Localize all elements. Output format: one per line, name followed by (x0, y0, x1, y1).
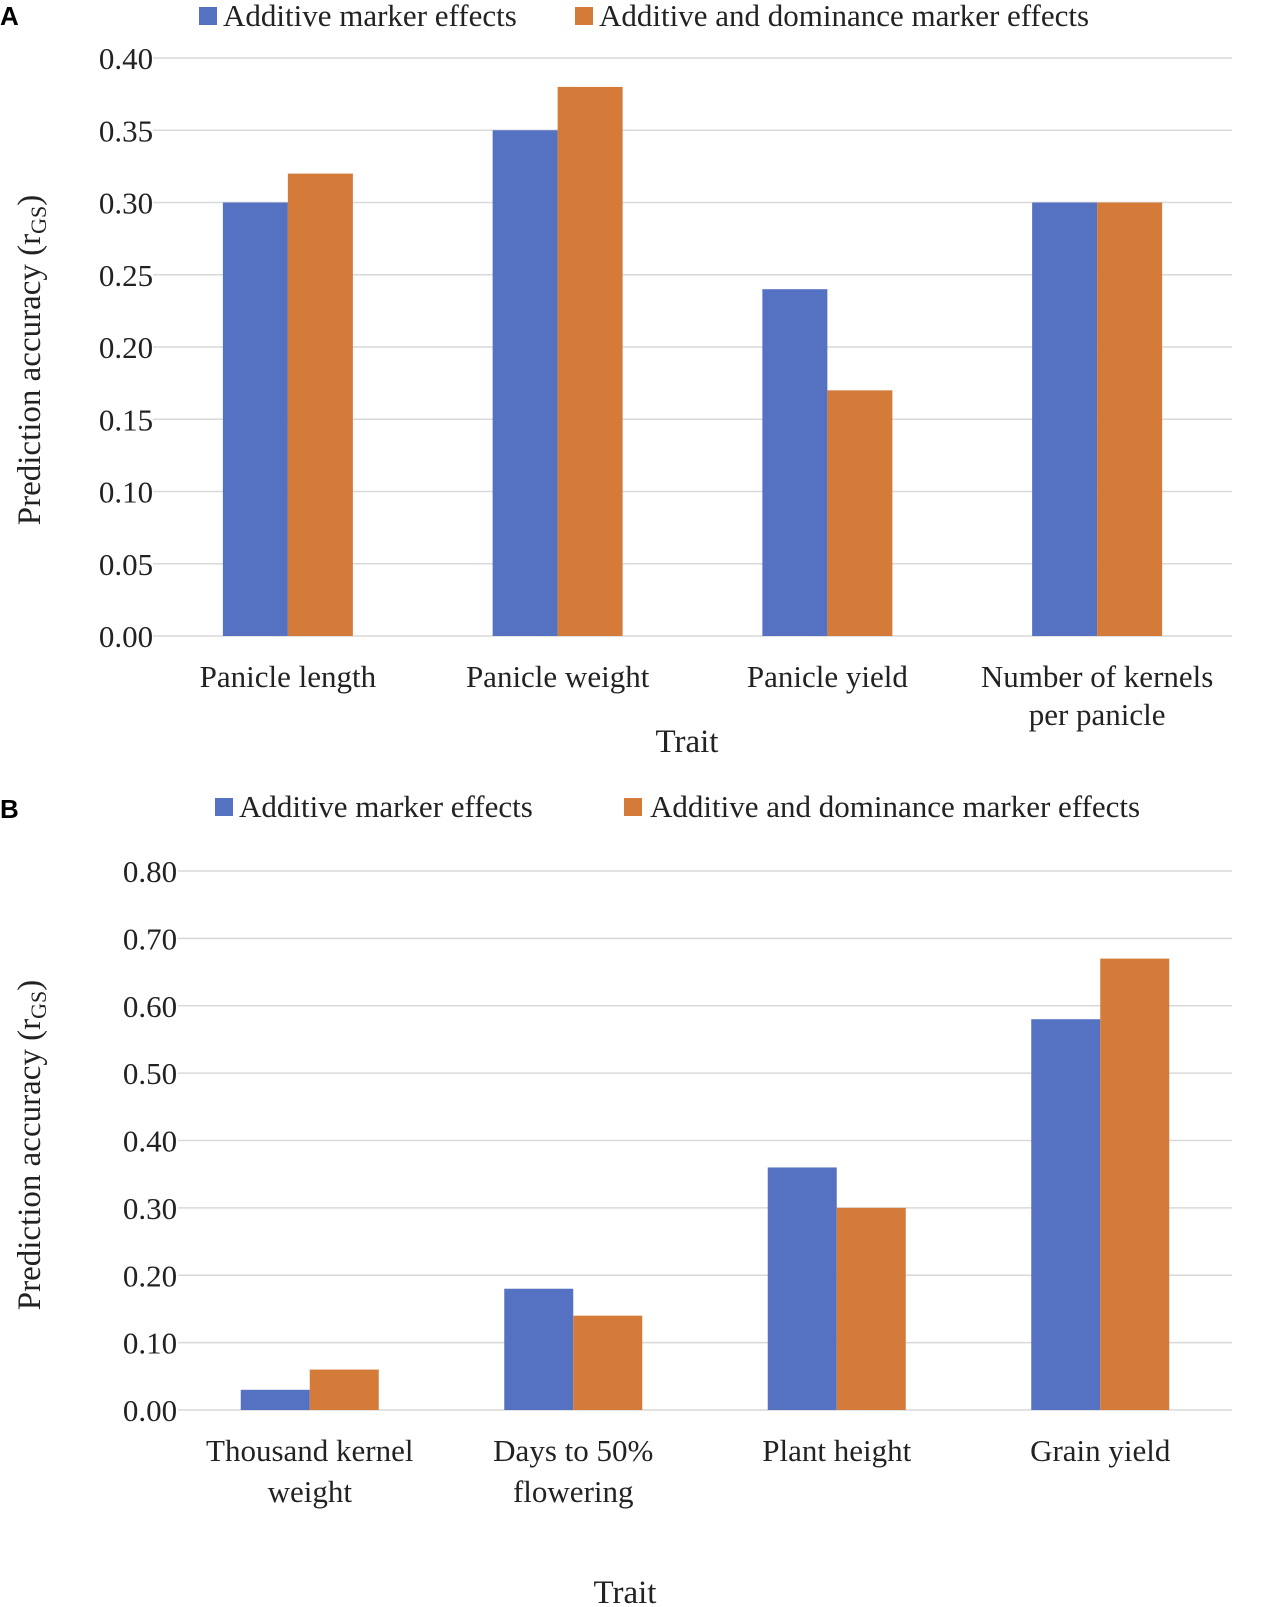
x-category-label: weight (268, 1474, 353, 1509)
y-tick-label: 0.05 (99, 547, 153, 582)
legend-label-additive: Additive marker effects (223, 0, 517, 33)
y-tick-label: 0.25 (99, 258, 153, 293)
legend-swatch-dominance (575, 7, 593, 25)
bar-dominance (836, 1207, 906, 1410)
y-tick-label: 0.10 (123, 1326, 177, 1361)
bar-additive (1032, 202, 1098, 636)
legend-swatch-dominance (624, 798, 642, 816)
y-tick-label: 0.40 (123, 1124, 177, 1159)
bar-dominance (1100, 958, 1170, 1410)
x-axis-title: Trait (656, 724, 719, 760)
legend-label-dominance: Additive and dominance marker effects (650, 789, 1140, 824)
bars (222, 86, 1163, 636)
bar-dominance (1097, 202, 1163, 636)
legend-label-additive: Additive marker effects (239, 789, 533, 824)
y-tick-label: 0.80 (123, 854, 177, 889)
y-tick-label: 0.00 (99, 619, 153, 654)
y-tick-label: 0.15 (99, 402, 153, 437)
y-axis-title: Prediction accuracy (rGS) (12, 195, 51, 525)
legend-swatch-additive (215, 798, 233, 816)
legend-swatch-additive (199, 7, 217, 25)
y-tick-label: 0.70 (123, 921, 177, 956)
y-tick-label: 0.40 (99, 41, 153, 76)
x-axis-categories: Thousand kernel weight Days to 50% flowerin… (206, 1433, 1171, 1509)
bar-dominance (827, 390, 893, 636)
legend: Additive marker effects Additive and dom… (215, 789, 1140, 824)
y-axis-ticks: 0.00 0.05 0.10 0.15 0.20 0.25 0.30 0.35 0.40 (99, 41, 153, 654)
x-category-label: Grain yield (1030, 1433, 1171, 1468)
chart-panel-b: B Additive marker effects Additive and d… (0, 789, 1232, 1607)
y-tick-label: 0.35 (99, 113, 153, 148)
bar-additive (492, 130, 558, 636)
bar-additive (222, 202, 288, 636)
bar-dominance (557, 86, 623, 636)
legend-label-dominance: Additive and dominance marker effects (599, 0, 1089, 33)
y-axis-title: Prediction accuracy (rGS) (12, 980, 51, 1310)
y-tick-label: 0.20 (123, 1258, 177, 1293)
bar-additive (504, 1288, 574, 1410)
bar-additive (240, 1389, 310, 1410)
chart-panel-a: A Additive marker effects Additive and d… (0, 0, 1232, 760)
bar-dominance (287, 173, 353, 636)
y-tick-label: 0.50 (123, 1056, 177, 1091)
x-category-label: Thousand kernel (206, 1433, 413, 1468)
y-tick-label: 0.20 (99, 330, 153, 365)
x-category-label: Panicle yield (747, 659, 908, 694)
panel-letter: B (0, 794, 19, 824)
bars (240, 958, 1170, 1410)
bar-additive (1031, 1019, 1101, 1410)
bar-dominance (573, 1315, 643, 1410)
bar-additive (762, 289, 828, 636)
y-tick-label: 0.10 (99, 475, 153, 510)
x-axis-title: Trait (594, 1575, 657, 1607)
x-category-label: Number of kernels (981, 659, 1213, 694)
x-category-label: Panicle length (200, 659, 377, 694)
x-category-label: per panicle (1029, 697, 1166, 732)
x-category-label: Plant height (762, 1433, 911, 1468)
y-tick-label: 0.30 (123, 1191, 177, 1226)
bar-additive (767, 1167, 837, 1410)
bar-dominance (309, 1369, 379, 1410)
panel-letter: A (0, 1, 19, 31)
x-category-label: Days to 50% (493, 1433, 653, 1468)
x-axis-categories: Panicle length Panicle weight Panicle yiel… (200, 659, 1214, 732)
y-axis-ticks: 0.00 0.10 0.20 0.30 0.40 0.50 0.60 0.70 0.80 (123, 854, 177, 1428)
y-tick-label: 0.30 (99, 186, 153, 221)
legend: Additive marker effects Additive and dom… (199, 0, 1089, 33)
y-tick-label: 0.60 (123, 989, 177, 1024)
x-category-label: flowering (513, 1474, 634, 1509)
y-tick-label: 0.00 (123, 1393, 177, 1428)
x-category-label: Panicle weight (466, 659, 650, 694)
